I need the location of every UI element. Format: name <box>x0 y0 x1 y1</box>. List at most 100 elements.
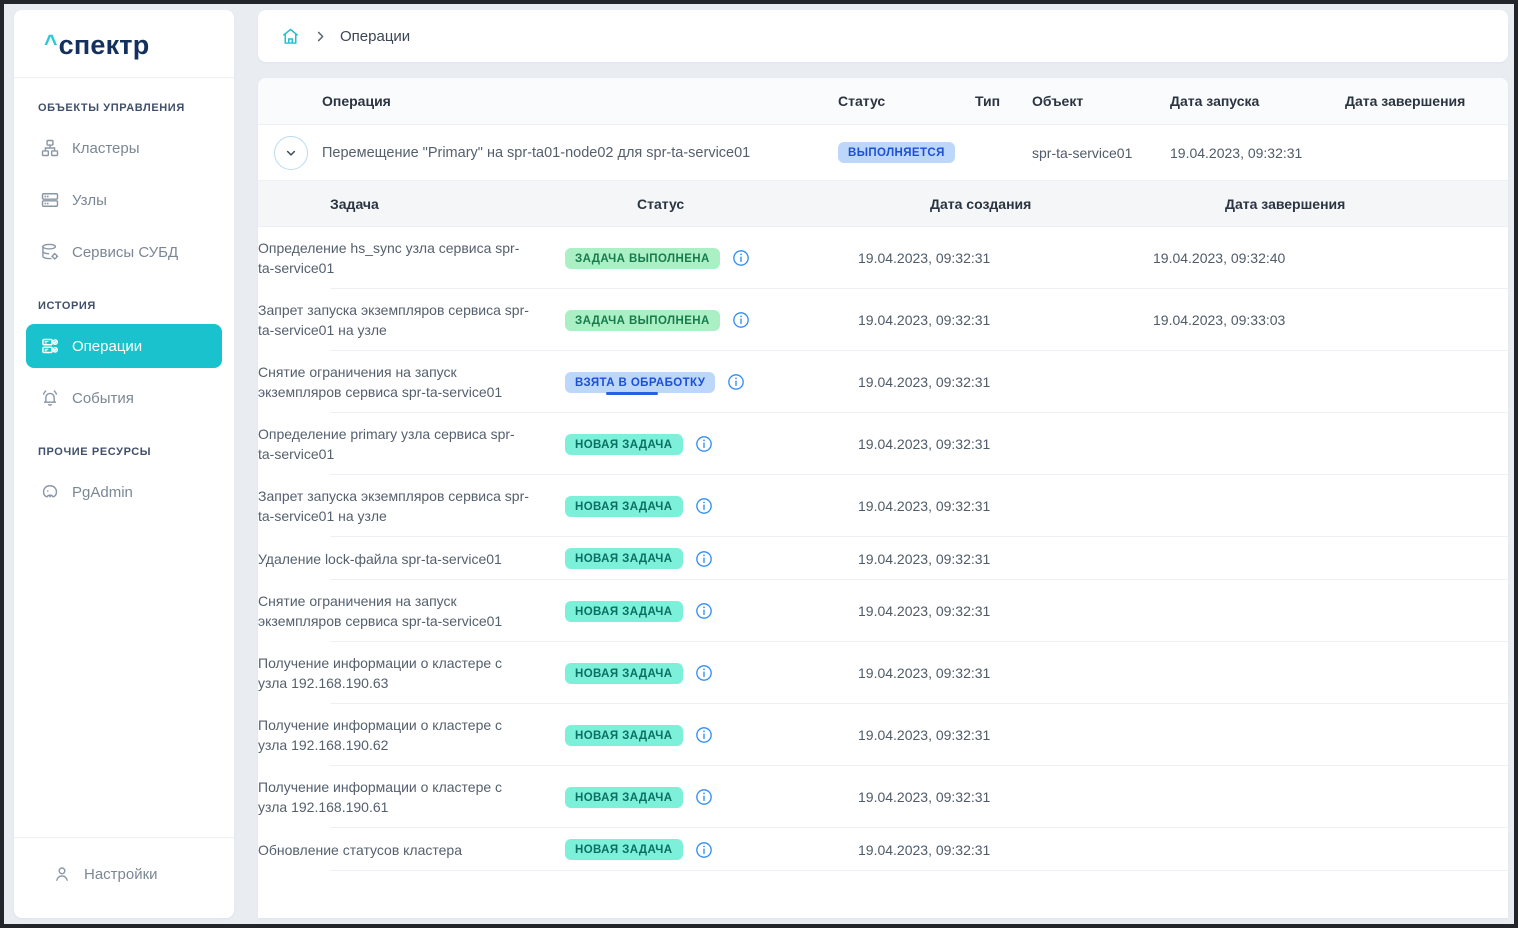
collapse-operation-button[interactable] <box>274 135 308 170</box>
breadcrumb: Операции <box>258 10 1508 62</box>
tasks-header-row: Задача Статус Дата создания Дата заверше… <box>258 181 1508 227</box>
task-name: Снятие ограничения на запуск экземпляров… <box>258 364 503 400</box>
task-name: Запрет запуска экземпляров сервиса spr-t… <box>258 488 529 524</box>
sidebar-item-label: PgAdmin <box>72 483 133 501</box>
sidebar-item-pgadmin[interactable]: PgAdmin <box>26 470 222 514</box>
info-icon[interactable] <box>694 725 714 745</box>
sidebar-item-db-services[interactable]: Сервисы СУБД <box>26 230 222 274</box>
sidebar-item-label: Узлы <box>72 191 107 209</box>
nodes-icon <box>40 190 60 210</box>
user-icon <box>52 864 72 884</box>
info-icon[interactable] <box>731 248 751 268</box>
task-row: Удаление lock-файла spr-ta-service01 НОВА… <box>258 537 1508 580</box>
task-created-date: 19.04.2023, 09:32:31 <box>858 789 991 805</box>
operation-row[interactable]: Перемещение "Primary" на spr-ta01-node02… <box>258 125 1508 181</box>
task-finished-date: 19.04.2023, 09:32:40 <box>1153 250 1286 266</box>
task-status-badge: НОВАЯ ЗАДАЧА <box>565 786 683 808</box>
task-status-cell: НОВАЯ ЗАДАЧА <box>565 548 858 569</box>
task-name: Удаление lock-файла spr-ta-service01 <box>258 550 502 567</box>
task-created-date: 19.04.2023, 09:32:31 <box>858 250 991 266</box>
task-name: Определение hs_sync узла сервиса spr-ta-… <box>258 240 520 276</box>
operation-status-badge: ВЫПОЛНЯЕТСЯ <box>838 142 955 163</box>
sidebar-item-nodes[interactable]: Узлы <box>26 178 222 222</box>
info-icon[interactable] <box>694 496 714 516</box>
task-created-date: 19.04.2023, 09:32:31 <box>858 727 991 743</box>
info-icon[interactable] <box>694 434 714 454</box>
info-icon[interactable] <box>694 549 714 569</box>
task-name: Запрет запуска экземпляров сервиса spr-t… <box>258 302 529 338</box>
sidebar-item-label: Настройки <box>84 865 158 883</box>
task-row: Обновление статусов кластера НОВАЯ ЗАДАЧА… <box>258 828 1508 871</box>
chevron-down-icon <box>282 144 300 162</box>
task-status-badge: ВЗЯТА В ОБРАБОТКУ <box>565 371 716 395</box>
task-status-badge: НОВАЯ ЗАДАЧА <box>565 495 683 517</box>
task-created-date: 19.04.2023, 09:32:31 <box>858 550 991 567</box>
column-header-finished-date: Дата завершения <box>1225 195 1346 212</box>
task-status-cell: ЗАДАЧА ВЫПОЛНЕНА <box>565 247 858 269</box>
column-header-created-date: Дата создания <box>930 195 1032 212</box>
task-status-cell: ВЗЯТА В ОБРАБОТКУ <box>565 371 858 395</box>
task-status-cell: НОВАЯ ЗАДАЧА <box>565 495 858 517</box>
task-row: Получение информации о кластере с узла 1… <box>258 766 1508 828</box>
task-status-cell: НОВАЯ ЗАДАЧА <box>565 433 858 455</box>
task-status-badge: НОВАЯ ЗАДАЧА <box>565 662 683 684</box>
chevron-right-icon <box>313 29 328 44</box>
task-created-date: 19.04.2023, 09:32:31 <box>858 498 991 514</box>
task-row: Снятие ограничения на запуск экземпляров… <box>258 351 1508 413</box>
info-icon[interactable] <box>694 663 714 683</box>
logo-text: спектр <box>58 30 150 60</box>
task-status-cell: НОВАЯ ЗАДАЧА <box>565 839 858 860</box>
tasks-body: Определение hs_sync узла сервиса spr-ta-… <box>258 227 1508 918</box>
sidebar-item-operations[interactable]: Операции <box>26 324 222 368</box>
events-icon <box>40 388 60 408</box>
task-name: Снятие ограничения на запуск экземпляров… <box>258 593 503 629</box>
task-row: Определение hs_sync узла сервиса spr-ta-… <box>258 227 1508 289</box>
column-header-status: Статус <box>838 93 886 109</box>
sidebar-item-label: События <box>72 389 134 407</box>
task-status-badge: ЗАДАЧА ВЫПОЛНЕНА <box>565 309 720 331</box>
info-icon[interactable] <box>694 787 714 807</box>
column-header-object: Объект <box>1032 93 1084 109</box>
column-header-type: Тип <box>975 93 1001 109</box>
column-header-end-date: Дата завершения <box>1345 93 1466 109</box>
sidebar-item-label: Сервисы СУБД <box>72 243 179 261</box>
task-status-badge: НОВАЯ ЗАДАЧА <box>565 600 683 622</box>
column-header-task: Задача <box>330 195 379 212</box>
sidebar-item-label: Кластеры <box>72 139 140 157</box>
db-services-icon <box>40 242 60 262</box>
nav-section-label: ПРОЧИЕ РЕСУРСЫ <box>38 446 152 458</box>
column-header-start-date: Дата запуска <box>1170 93 1260 109</box>
info-icon[interactable] <box>731 310 751 330</box>
task-finished-date: 19.04.2023, 09:33:03 <box>1153 312 1286 328</box>
operation-object: spr-ta-service01 <box>1032 144 1133 161</box>
sidebar-item-events[interactable]: События <box>26 376 222 420</box>
sidebar: ^ спектр ОБЪЕКТЫ УПРАВЛЕНИЯ Кластеры Узлы С… <box>14 10 234 918</box>
task-created-date: 19.04.2023, 09:32:31 <box>858 436 991 452</box>
task-created-date: 19.04.2023, 09:32:31 <box>858 603 991 619</box>
task-status-cell: НОВАЯ ЗАДАЧА <box>565 786 858 808</box>
info-icon[interactable] <box>694 601 714 621</box>
pgadmin-icon <box>40 482 60 502</box>
task-row: Запрет запуска экземпляров сервиса spr-t… <box>258 475 1508 537</box>
nav-section-label: ИСТОРИЯ <box>38 300 96 312</box>
sidebar-item-settings[interactable]: Настройки <box>38 852 210 896</box>
task-row: Получение информации о кластере с узла 1… <box>258 642 1508 704</box>
task-status-badge: НОВАЯ ЗАДАЧА <box>565 724 683 746</box>
sidebar-nav: ОБЪЕКТЫ УПРАВЛЕНИЯ Кластеры Узлы Сервисы СУ… <box>14 78 234 837</box>
sidebar-footer: Настройки <box>14 837 234 918</box>
task-name: Получение информации о кластере с узла 1… <box>258 779 503 815</box>
task-name: Получение информации о кластере с узла 1… <box>258 655 503 691</box>
info-icon[interactable] <box>726 372 746 392</box>
task-status-badge: ЗАДАЧА ВЫПОЛНЕНА <box>565 247 720 269</box>
home-icon[interactable] <box>280 26 301 47</box>
operations-header-row: Операция Статус Тип Объект Дата запуска … <box>258 78 1508 125</box>
task-row: Снятие ограничения на запуск экземпляров… <box>258 580 1508 642</box>
operation-start-date: 19.04.2023, 09:32:31 <box>1170 144 1303 161</box>
task-created-date: 19.04.2023, 09:32:31 <box>858 665 991 681</box>
info-icon[interactable] <box>694 840 714 860</box>
task-status-cell: НОВАЯ ЗАДАЧА <box>565 662 858 684</box>
task-row: Получение информации о кластере с узла 1… <box>258 704 1508 766</box>
sidebar-item-clusters[interactable]: Кластеры <box>26 126 222 170</box>
task-created-date: 19.04.2023, 09:32:31 <box>858 841 991 858</box>
task-name: Получение информации о кластере с узла 1… <box>258 717 503 753</box>
